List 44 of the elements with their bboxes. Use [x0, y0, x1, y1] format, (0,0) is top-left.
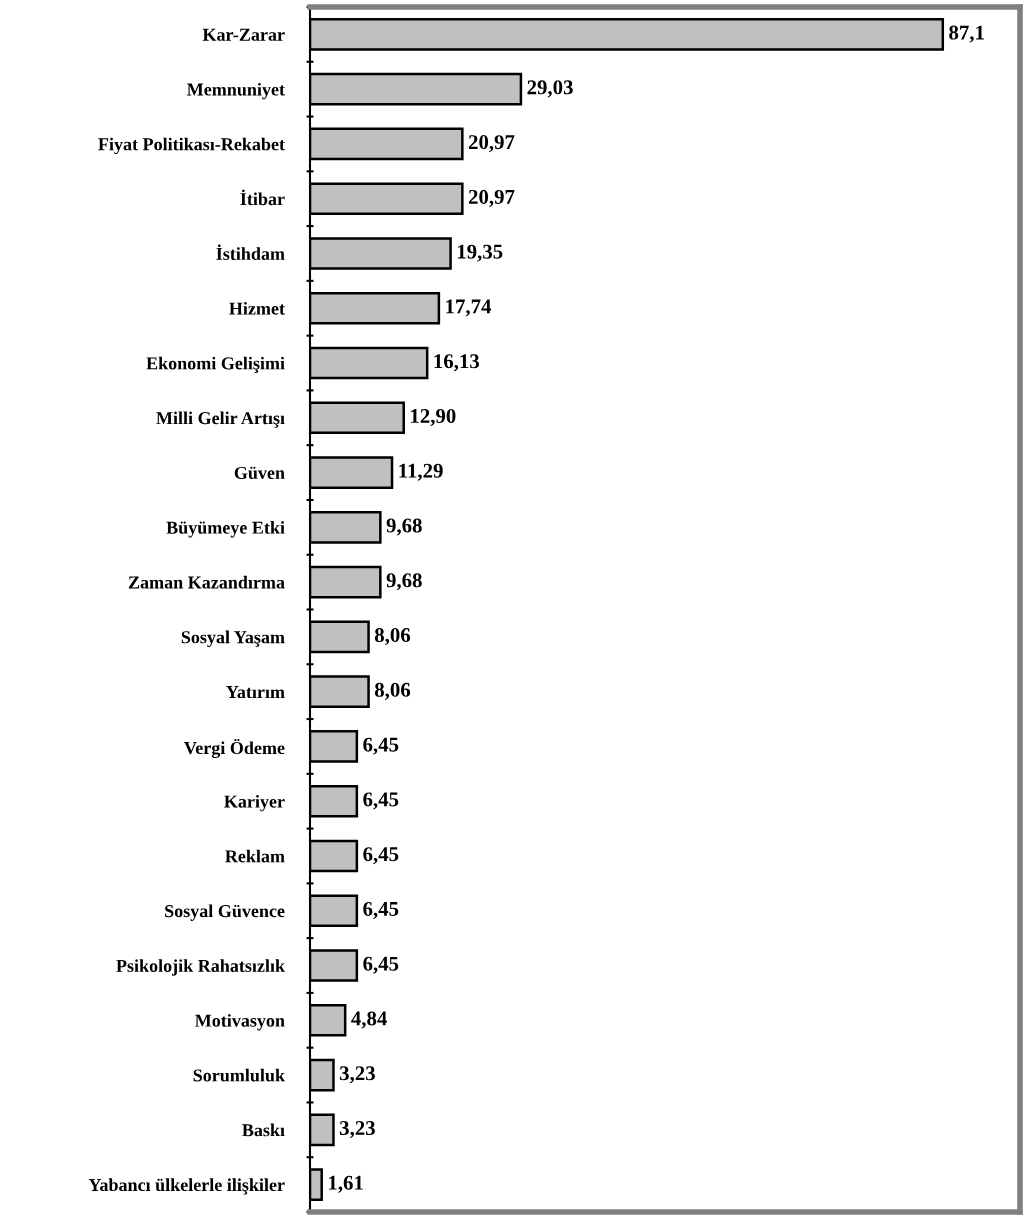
y-tick-label: Motivasyon [195, 1014, 285, 1031]
y-tick-label: Büyümeye Etki [166, 521, 285, 538]
y-tick-label: Fiyat Politikası-Rekabet [98, 137, 285, 155]
y-tick-label: Yatırım [226, 686, 285, 699]
y-tick-label: Hizmet [229, 301, 285, 315]
data-label: 6,45 [363, 901, 399, 919]
data-label: 87,1 [949, 25, 984, 43]
y-tick-label: Sosyal Güvence [165, 904, 285, 921]
data-label: 9,68 [386, 573, 422, 591]
data-label: 19,35 [457, 244, 503, 262]
y-tick-label: Ekonomi Gelişimi [146, 356, 285, 374]
data-label: 29,03 [527, 80, 573, 98]
data-label: 11,29 [399, 463, 443, 481]
y-tick-label: Kar-Zarar [202, 28, 285, 41]
data-label: 9,68 [386, 518, 422, 536]
data-label: 8,06 [374, 628, 411, 646]
y-tick-label: Baskı [242, 1123, 285, 1137]
y-tick-label: İtibar [240, 189, 285, 206]
y-tick-label: Yabancı ülkelerle ilişkiler [88, 1178, 285, 1195]
y-tick-label: Vergi Ödeme [184, 738, 285, 758]
y-tick-label: Milli Gelir Artışı [156, 411, 285, 428]
data-label: 8,06 [374, 682, 411, 700]
data-label: 6,45 [363, 847, 399, 865]
y-tick-label: Sosyal Yaşam [181, 630, 285, 648]
data-label: 12,90 [411, 408, 456, 427]
y-tick-label: Kariyer [224, 794, 285, 812]
data-label: 3,23 [339, 1121, 375, 1139]
y-tick-label: Psikolojik Rahatsızlık [116, 959, 285, 976]
y-tick-label: Zaman Kazandırma [128, 575, 285, 589]
y-tick-label: İstihdam [216, 244, 285, 260]
data-label: 6,45 [363, 792, 399, 810]
data-label: 16,13 [434, 354, 480, 372]
data-label: 3,23 [339, 1066, 375, 1084]
data-label: 6,45 [363, 737, 399, 755]
y-tick-label: Reklam [225, 849, 285, 863]
data-label: 1,61 [329, 1175, 363, 1193]
data-label: 20,97 [468, 135, 515, 153]
data-label: 4,84 [351, 1011, 387, 1029]
data-label: 20,97 [468, 189, 515, 207]
data-label: 17,74 [446, 299, 492, 317]
y-tick-label: Sorumluluk [193, 1068, 285, 1082]
data-label: 6,45 [363, 956, 399, 974]
y-tick-label: Güven [234, 466, 285, 480]
y-tick-label: Memnuniyet [187, 82, 285, 100]
